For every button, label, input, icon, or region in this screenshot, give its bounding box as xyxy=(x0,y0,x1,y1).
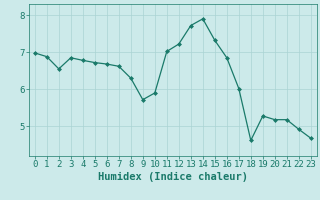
X-axis label: Humidex (Indice chaleur): Humidex (Indice chaleur) xyxy=(98,172,248,182)
